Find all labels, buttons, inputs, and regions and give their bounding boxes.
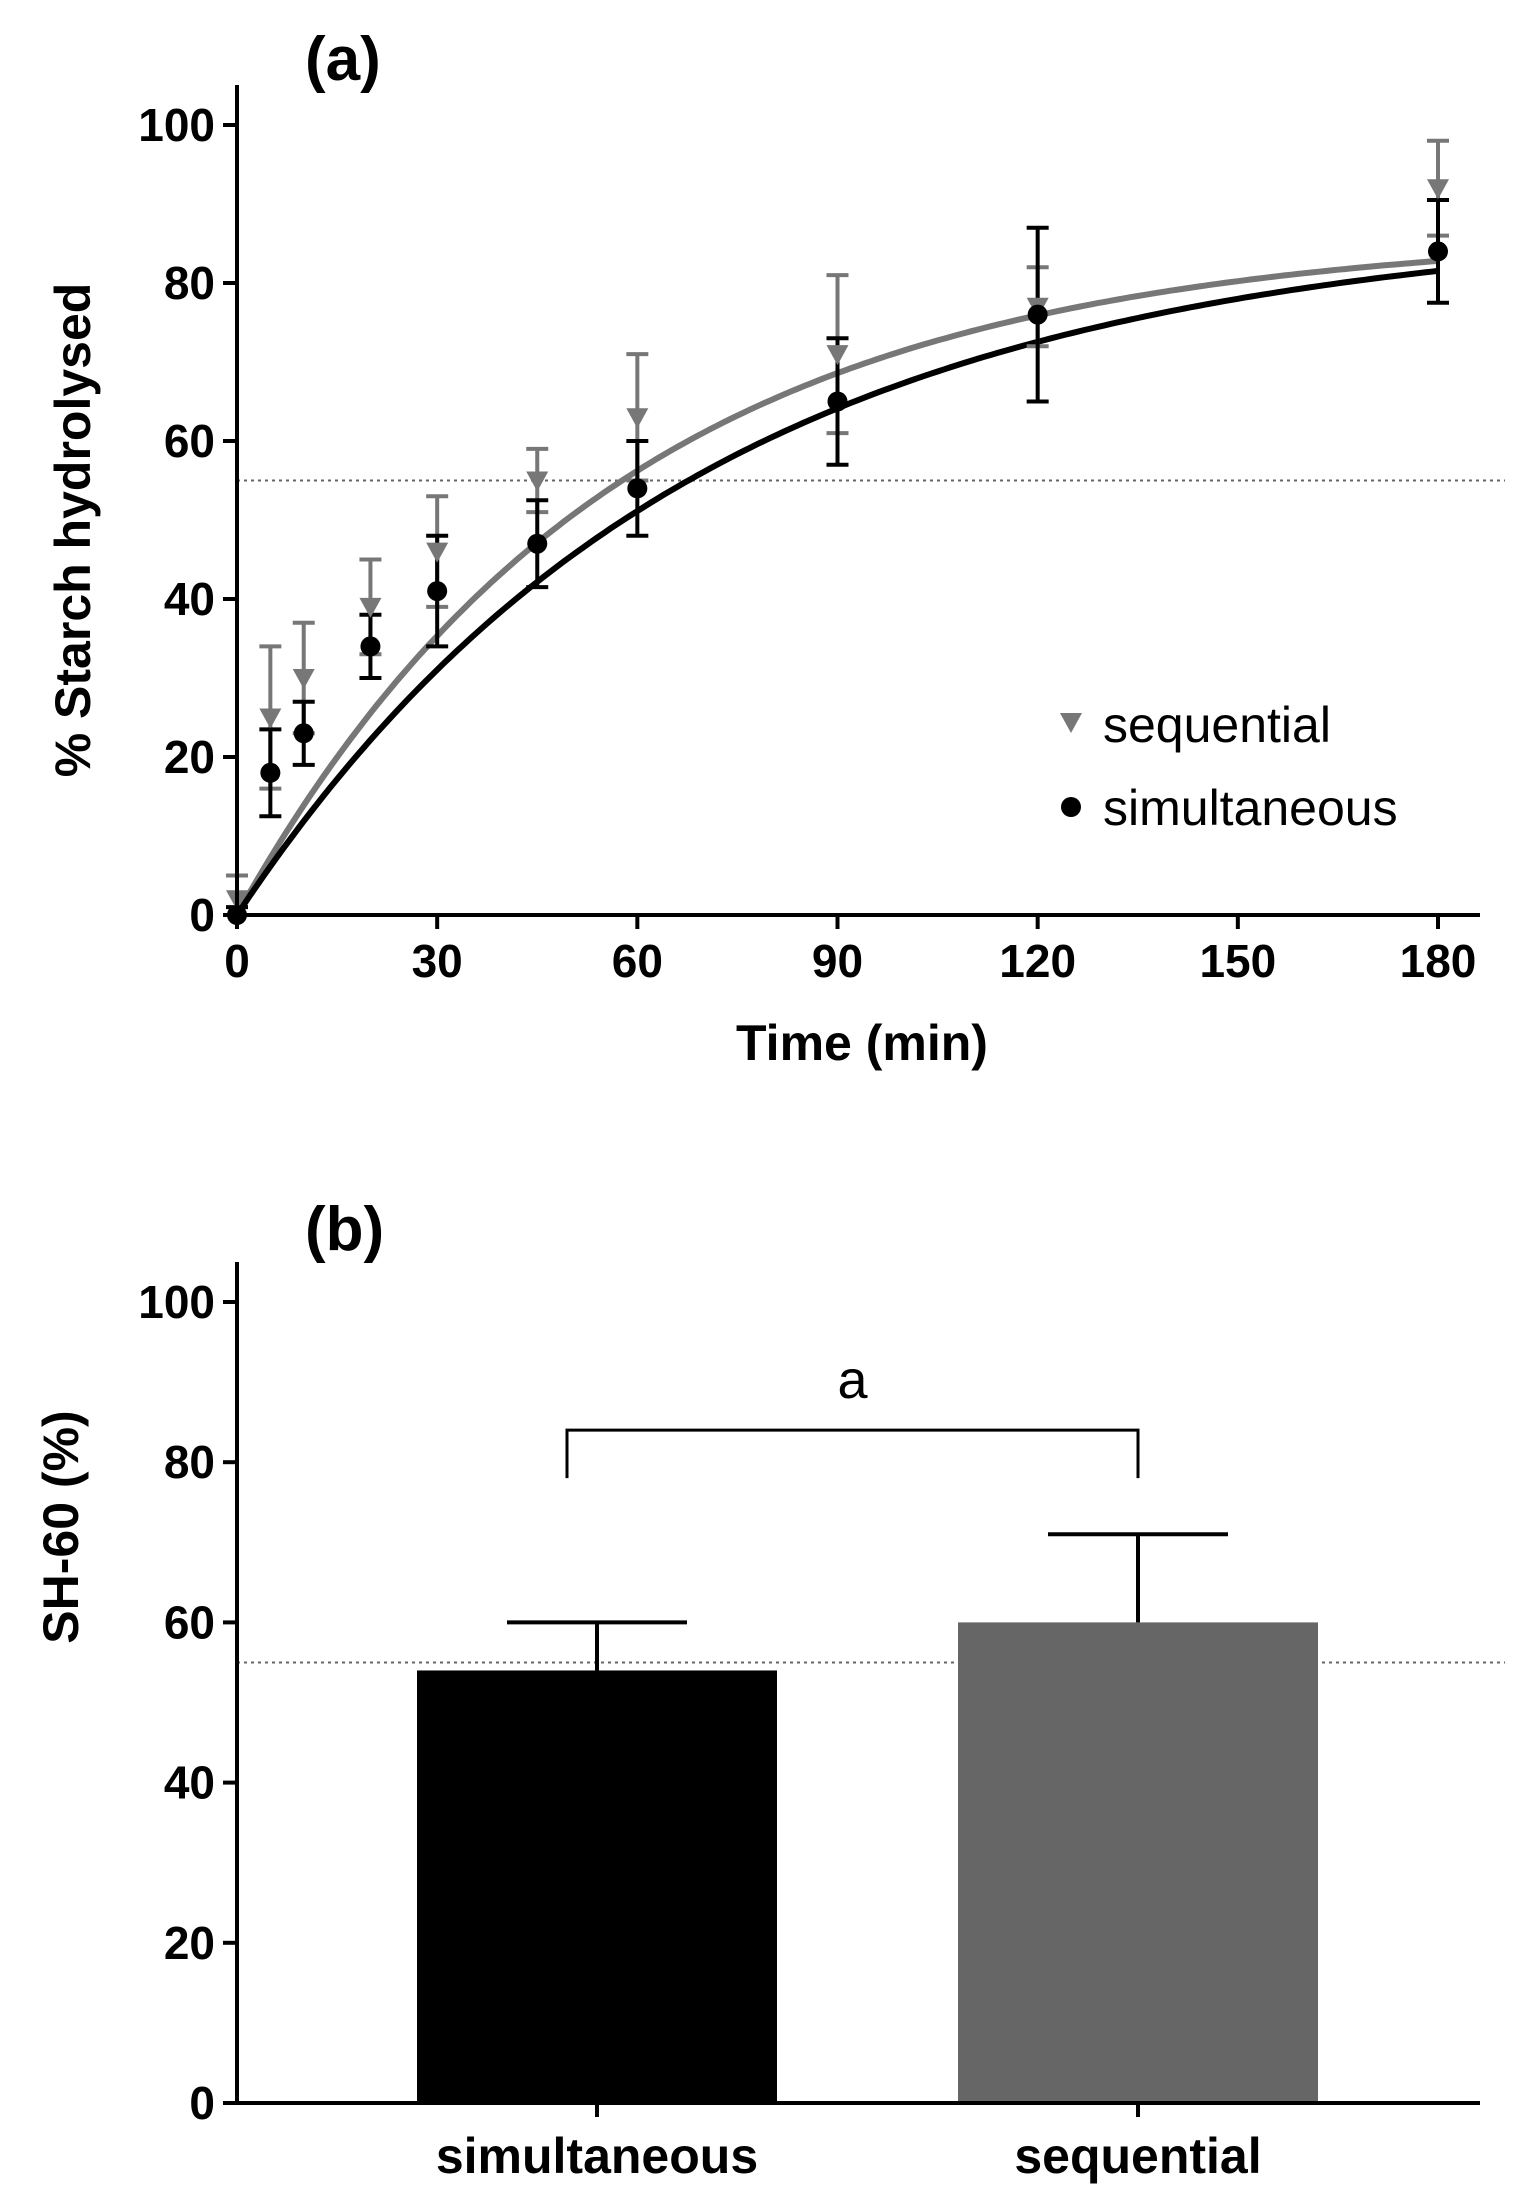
panel-a-legend: sequential simultaneous — [1060, 697, 1398, 836]
panel-a-y-tick-label: 80 — [164, 257, 215, 309]
panel-a-x-tick-label: 180 — [1400, 935, 1477, 987]
panel-a-axes: 0 30 60 90 120 150 180 0 20 40 60 80 100 — [138, 85, 1480, 987]
data-point-simultaneous — [627, 478, 648, 499]
legend-sequential-label: sequential — [1103, 697, 1331, 753]
data-point-simultaneous — [360, 636, 381, 657]
legend-simultaneous-marker-icon — [1061, 797, 1081, 817]
data-point-simultaneous — [293, 723, 314, 744]
data-point-simultaneous — [527, 533, 548, 554]
panel-b-title: (b) — [305, 1195, 384, 1264]
chart-panel-a: (a) 0 30 60 90 120 150 180 0 20 40 60 80 100 Time (m… — [45, 25, 1505, 1071]
data-point-sequential — [259, 708, 282, 729]
panel-a-y-tick-label: 0 — [189, 889, 215, 941]
data-point-sequential — [626, 408, 649, 429]
panel-a-x-tick-label: 0 — [224, 935, 250, 987]
panel-b-y-tick-label: 40 — [164, 1757, 215, 1809]
data-point-sequential — [292, 669, 315, 689]
bar-sequential — [958, 1622, 1318, 2103]
panel-b-y-tick-label: 100 — [138, 1276, 215, 1328]
panel-b-axes: 0 20 40 60 80 100 simultaneous sequential — [138, 1262, 1480, 2184]
data-point-simultaneous — [1428, 241, 1448, 262]
panel-b-y-tick-label: 0 — [189, 2077, 215, 2129]
data-point-sequential — [359, 597, 382, 618]
panel-a-y-tick-label: 60 — [164, 415, 215, 467]
panel-a-y-tick-label: 40 — [164, 573, 215, 625]
significance-label: a — [837, 1350, 868, 1410]
panel-b-y-tick-label: 20 — [164, 1917, 215, 1969]
panel-b-x-tick-label: sequential — [1014, 2128, 1261, 2184]
data-point-simultaneous — [260, 762, 281, 783]
panel-a-y-axis-label: % Starch hydrolysed — [45, 283, 101, 778]
panel-a-x-tick-label: 150 — [1199, 935, 1276, 987]
panel-b-y-tick-label: 60 — [164, 1596, 215, 1648]
significance-bracket — [565, 1428, 1140, 1479]
panel-b-y-axis-label: SH-60 (%) — [33, 1410, 89, 1643]
panel-a-x-tick-label: 60 — [612, 935, 663, 987]
legend-sequential-marker-icon — [1060, 713, 1082, 733]
chart-panel-b: (b) 0 20 40 60 80 100 simultaneous sequential a… — [33, 1195, 1505, 2184]
panel-b-y-tick-label: 80 — [164, 1436, 215, 1488]
panel-b-x-tick-label: simultaneous — [436, 2128, 758, 2184]
data-point-sequential — [1427, 179, 1449, 200]
data-point-simultaneous — [827, 391, 848, 412]
panel-b-bars — [417, 1532, 1318, 2103]
legend-simultaneous-label: simultaneous — [1103, 780, 1398, 836]
panel-a-y-tick-label: 20 — [164, 731, 215, 783]
panel-a-x-axis-label: Time (min) — [736, 1015, 988, 1071]
data-point-sequential — [526, 471, 549, 492]
bar-simultaneous — [417, 1670, 777, 2103]
panel-a-x-tick-label: 120 — [999, 935, 1076, 987]
data-point-simultaneous — [427, 581, 448, 602]
panel-a-x-tick-label: 90 — [812, 935, 863, 987]
data-point-sequential — [826, 345, 849, 366]
data-point-simultaneous — [1027, 304, 1048, 325]
panel-a-y-tick-label: 100 — [138, 99, 215, 151]
panel-a-x-tick-label: 30 — [412, 935, 463, 987]
panel-a-title: (a) — [305, 25, 381, 94]
data-point-sequential — [426, 542, 449, 563]
